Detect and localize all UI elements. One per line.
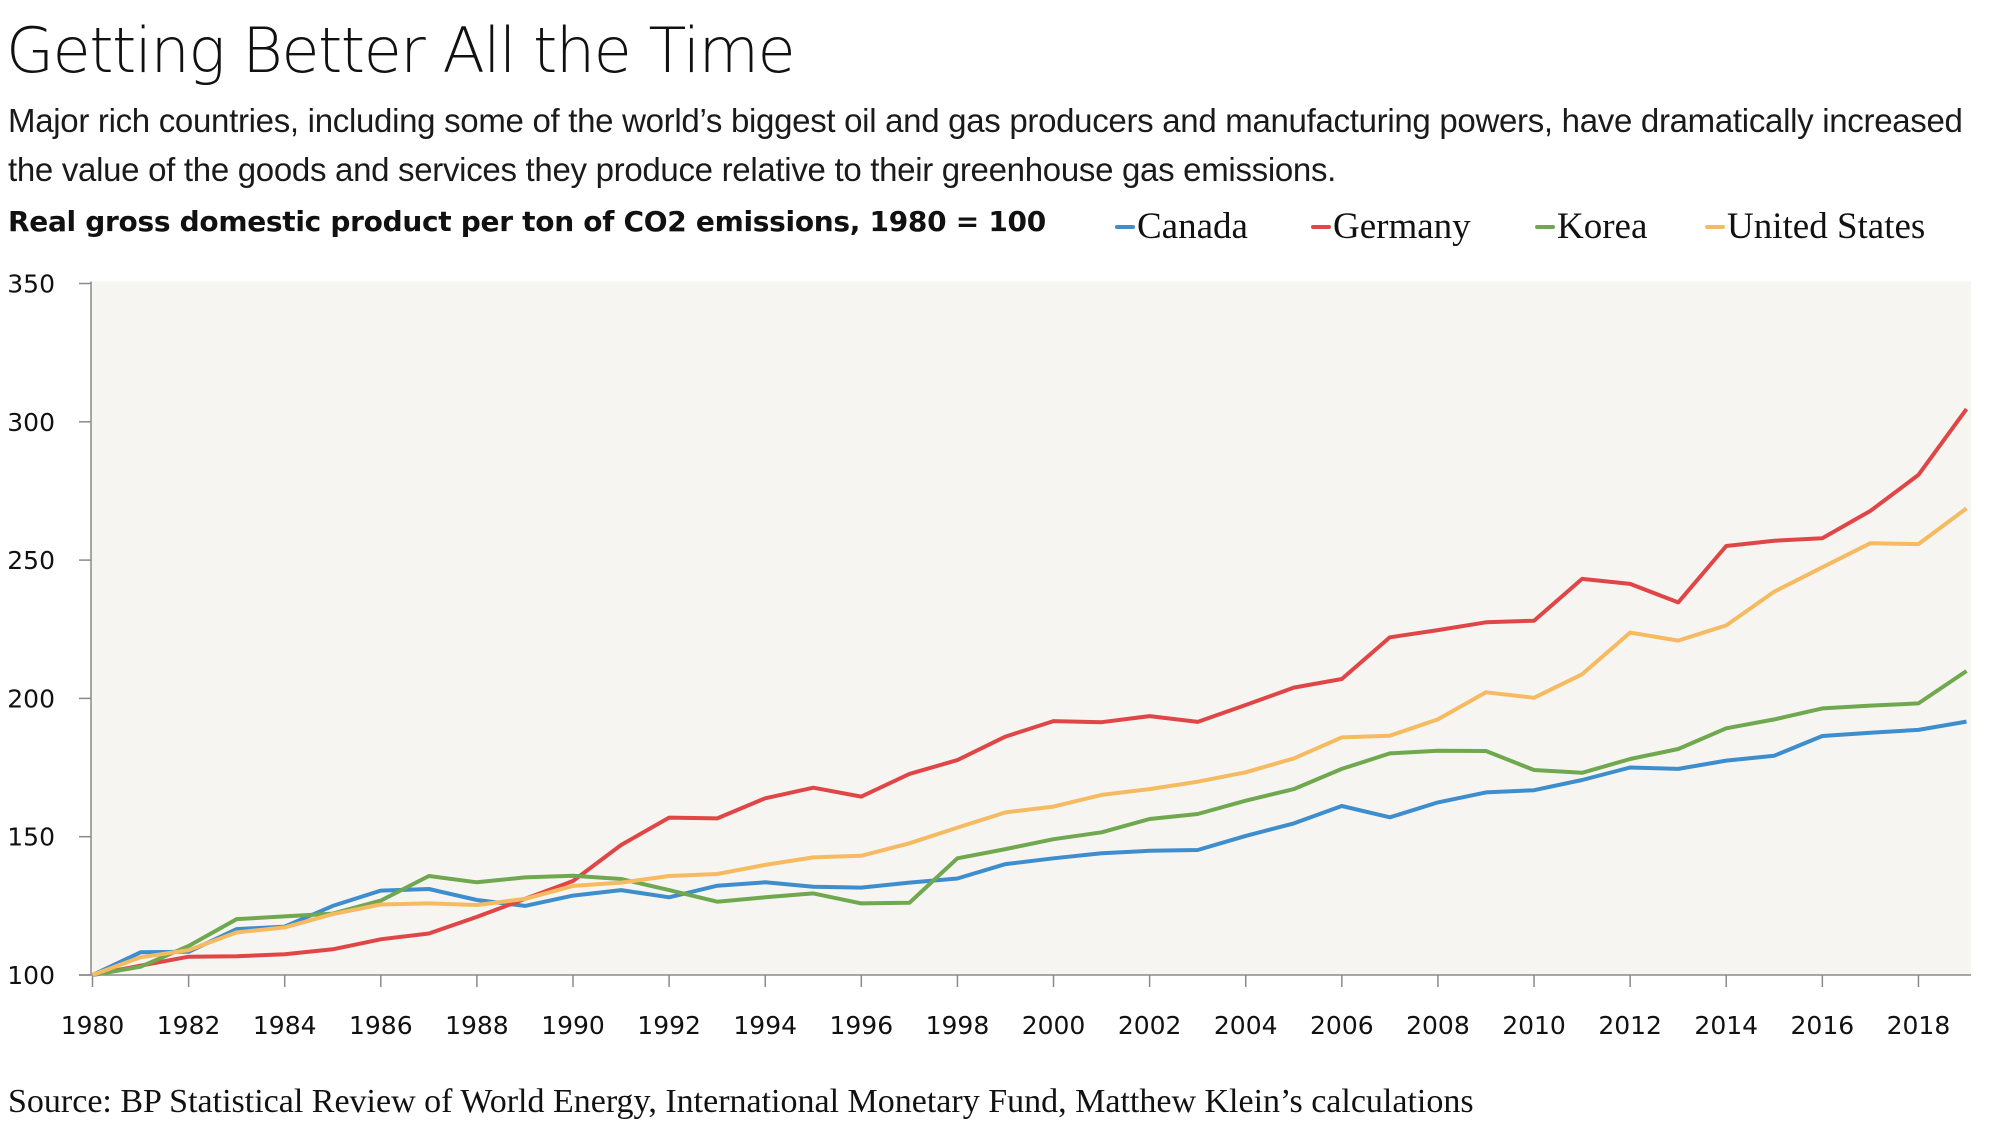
y-tick-label: 300 xyxy=(7,408,55,437)
x-tick-label: 1992 xyxy=(637,1011,701,1040)
x-tick-label: 1980 xyxy=(61,1011,125,1040)
x-tick-label: 1996 xyxy=(830,1011,894,1040)
x-tick-label: 2006 xyxy=(1310,1011,1374,1040)
x-tick-label: 1986 xyxy=(349,1011,413,1040)
chart-title: Getting Better All the Time xyxy=(6,14,796,87)
x-tick-label: 2004 xyxy=(1214,1011,1278,1040)
legend-item-korea: Korea xyxy=(1535,205,1647,248)
source-note: Source: BP Statistical Review of World E… xyxy=(8,1083,1474,1120)
y-tick-label: 100 xyxy=(7,961,55,990)
series-line-germany xyxy=(92,407,1969,977)
x-tick-label: 2012 xyxy=(1598,1011,1662,1040)
legend-item-united-states: United States xyxy=(1705,205,1925,248)
y-tick-label: 200 xyxy=(7,684,55,713)
legend-label-korea: Korea xyxy=(1557,206,1648,247)
y-tick-label: 150 xyxy=(7,823,55,852)
chart-subtitle: Major rich countries, including some of … xyxy=(8,102,1963,188)
series-line-united-states xyxy=(91,506,1968,977)
legend-item-germany: Germany xyxy=(1311,205,1471,248)
legend-label-united-states: United States xyxy=(1727,206,1926,247)
x-tick-label: 1998 xyxy=(926,1011,990,1040)
legend-swatch-united-states xyxy=(1705,224,1725,229)
x-tick-label: 2002 xyxy=(1118,1011,1182,1040)
y-tick-label: 350 xyxy=(7,270,55,299)
x-tick-label: 1994 xyxy=(733,1011,797,1040)
series-line-korea xyxy=(92,669,1968,977)
series-lines xyxy=(91,407,1969,977)
legend-swatch-canada xyxy=(1115,224,1135,229)
legend-swatch-korea xyxy=(1535,224,1555,229)
x-tick-label: 2008 xyxy=(1406,1011,1470,1040)
legend-label-germany: Germany xyxy=(1333,206,1471,247)
legend-label-canada: Canada xyxy=(1137,206,1248,247)
x-tick-label: 1990 xyxy=(541,1011,605,1040)
y-axis: 100 150 200 250 300 350 xyxy=(7,270,92,990)
x-tick-label: 1982 xyxy=(157,1011,221,1040)
plot-background xyxy=(91,281,1971,975)
legend-item-canada: Canada xyxy=(1115,205,1248,248)
legend-swatch-germany xyxy=(1311,224,1331,229)
x-tick-label: 1984 xyxy=(253,1011,317,1040)
x-tick-label: 2010 xyxy=(1502,1011,1566,1040)
x-tick-label: 1988 xyxy=(445,1011,509,1040)
x-tick-label: 2018 xyxy=(1887,1011,1951,1040)
chart-measure-label: Real gross domestic product per ton of C… xyxy=(8,205,1046,238)
x-tick-label: 2014 xyxy=(1694,1011,1758,1040)
y-tick-label: 250 xyxy=(7,546,55,575)
x-axis: 1980 1982 1984 1986 1988 1990 1992 1994 1996 1998… xyxy=(61,974,1971,1040)
x-tick-label: 2000 xyxy=(1022,1011,1086,1040)
x-tick-label: 2016 xyxy=(1791,1011,1855,1040)
